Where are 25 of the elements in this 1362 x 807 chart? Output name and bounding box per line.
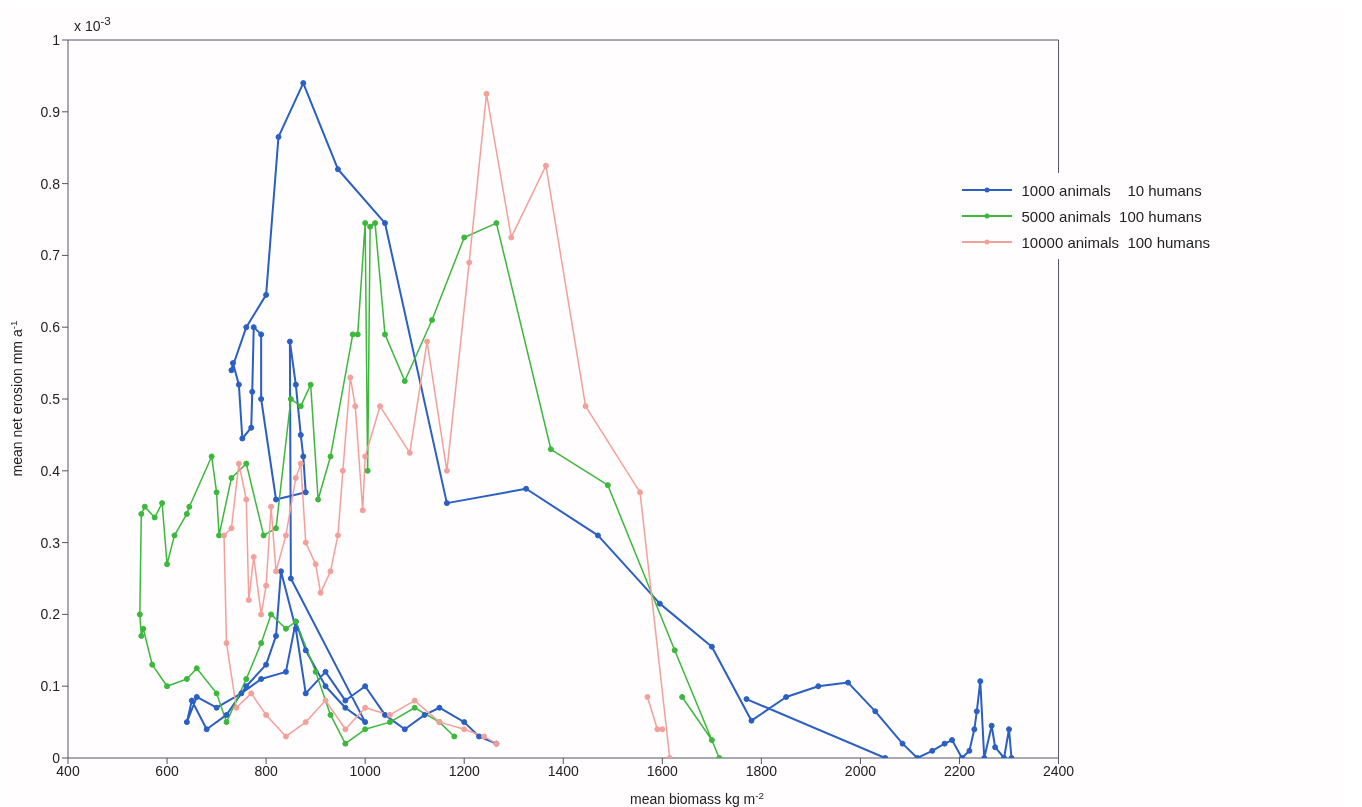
x-tick-label: 1000 [349,762,381,779]
x-tick-label: 2200 [943,762,976,779]
y-tick-label: 0.8 [40,175,61,192]
y-tick-label: 0.5 [40,390,61,407]
x-tick-label: 1600 [646,762,679,779]
y-tick-label: 0.6 [40,319,61,336]
text: x 10$^{-3}$ [74,14,111,34]
x-tick-label: 800 [254,762,278,779]
x-axis-title: mean biomass kg m$^{-2}$ [630,789,764,807]
x-tick-label: 1200 [448,762,480,779]
legend-label: 1000 animals 10 humans [1021,181,1202,199]
x-tick-label: 2000 [844,762,877,779]
y-tick-label: 0.4 [40,462,61,479]
y-tick-label: 0.3 [40,534,61,551]
y-tick-label: 0.7 [40,247,61,264]
y-tick-label: 0.9 [40,103,61,120]
x-tick-label: 2400 [1042,762,1075,779]
x-tick-label: 1800 [745,762,778,779]
y-tick-label: 0.2 [40,606,61,623]
x-tick-label: 1400 [547,762,580,779]
y-tick-label: 1 [52,31,61,48]
legend-label: 5000 animals 100 humans [1021,207,1202,225]
y-tick-label: 0.1 [40,678,61,695]
x-tick-label: 600 [155,762,179,779]
legend-label: 10000 animals 100 humans [1021,233,1210,251]
